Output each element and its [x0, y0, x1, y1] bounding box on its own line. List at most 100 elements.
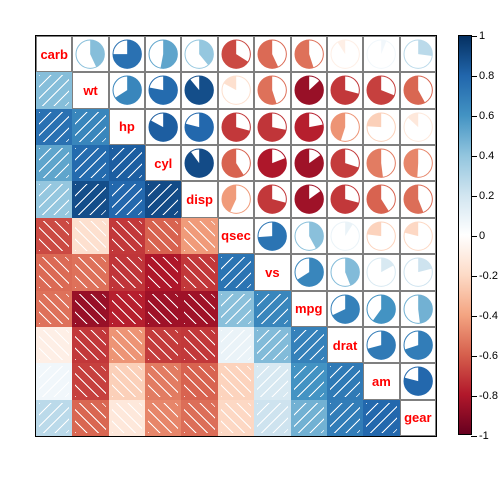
shade-cell — [72, 218, 108, 254]
pie-cell — [400, 109, 436, 145]
shade-cell — [291, 400, 327, 436]
shade-cell — [145, 181, 181, 217]
pie-cell — [291, 218, 327, 254]
pie-cell — [400, 36, 436, 72]
shade-cell — [36, 181, 72, 217]
pie-cell — [363, 218, 399, 254]
shade-cell — [181, 254, 217, 290]
pie-cell — [181, 109, 217, 145]
shade-cell — [36, 109, 72, 145]
shade-cell — [109, 327, 145, 363]
pie-cell — [291, 36, 327, 72]
colorbar-label: -0.6 — [471, 350, 498, 362]
diag-label-hp: hp — [109, 109, 145, 145]
shade-cell — [72, 254, 108, 290]
pie-cell — [291, 109, 327, 145]
pie-cell — [181, 145, 217, 181]
shade-cell — [145, 327, 181, 363]
shade-cell — [327, 363, 363, 399]
pie-cell — [218, 181, 254, 217]
pie-cell — [218, 109, 254, 145]
shade-cell — [72, 109, 108, 145]
pie-cell — [327, 291, 363, 327]
shade-cell — [72, 400, 108, 436]
diag-label-wt: wt — [72, 72, 108, 108]
colorbar-label: 0.2 — [471, 190, 494, 202]
diag-label-disp: disp — [181, 181, 217, 217]
pie-cell — [400, 72, 436, 108]
shade-cell — [109, 400, 145, 436]
shade-cell — [72, 181, 108, 217]
colorbar-label: 0.8 — [471, 70, 494, 82]
pie-cell — [327, 72, 363, 108]
shade-cell — [291, 327, 327, 363]
colorbar-label: 0 — [471, 230, 485, 242]
pie-cell — [291, 145, 327, 181]
shade-cell — [109, 363, 145, 399]
pie-cell — [109, 72, 145, 108]
pie-cell — [327, 218, 363, 254]
colorbar-label: -0.4 — [471, 310, 498, 322]
correlation-plot: carb wt — [35, 35, 437, 437]
shade-cell — [254, 291, 290, 327]
pie-cell — [291, 254, 327, 290]
pie-cell — [181, 72, 217, 108]
pie-cell — [254, 36, 290, 72]
colorbar-label: 0.4 — [471, 150, 494, 162]
shade-cell — [109, 145, 145, 181]
pie-cell — [109, 36, 145, 72]
shade-cell — [36, 218, 72, 254]
shade-cell — [181, 363, 217, 399]
pie-cell — [72, 36, 108, 72]
diag-label-drat: drat — [327, 327, 363, 363]
shade-cell — [218, 400, 254, 436]
shade-cell — [145, 400, 181, 436]
shade-cell — [36, 72, 72, 108]
pie-cell — [400, 363, 436, 399]
shade-cell — [72, 327, 108, 363]
shade-cell — [363, 400, 399, 436]
pie-cell — [363, 109, 399, 145]
pie-cell — [145, 36, 181, 72]
pie-cell — [363, 181, 399, 217]
colorbar: 10.80.60.40.20-0.2-0.4-0.6-0.8-1 — [458, 35, 472, 435]
shade-cell — [36, 291, 72, 327]
shade-cell — [181, 291, 217, 327]
diag-label-vs: vs — [254, 254, 290, 290]
pie-cell — [400, 145, 436, 181]
colorbar-label: -0.2 — [471, 270, 498, 282]
shade-cell — [181, 218, 217, 254]
diag-label-qsec: qsec — [218, 218, 254, 254]
pie-cell — [400, 218, 436, 254]
shade-cell — [327, 400, 363, 436]
pie-cell — [218, 145, 254, 181]
shade-cell — [145, 291, 181, 327]
pie-cell — [327, 181, 363, 217]
pie-cell — [181, 36, 217, 72]
shade-cell — [72, 145, 108, 181]
pie-cell — [218, 72, 254, 108]
shade-cell — [218, 291, 254, 327]
shade-cell — [72, 291, 108, 327]
pie-cell — [327, 36, 363, 72]
shade-cell — [254, 363, 290, 399]
diag-label-mpg: mpg — [291, 291, 327, 327]
colorbar-label: -1 — [471, 430, 489, 442]
shade-cell — [254, 400, 290, 436]
colorbar-label: 0.6 — [471, 110, 494, 122]
colorbar-label: 1 — [471, 30, 485, 42]
shade-cell — [218, 254, 254, 290]
shade-cell — [36, 145, 72, 181]
diag-label-cyl: cyl — [145, 145, 181, 181]
shade-cell — [218, 327, 254, 363]
pie-cell — [291, 181, 327, 217]
pie-cell — [400, 327, 436, 363]
shade-cell — [145, 363, 181, 399]
pie-cell — [254, 181, 290, 217]
shade-cell — [36, 254, 72, 290]
pie-cell — [363, 291, 399, 327]
pie-cell — [363, 145, 399, 181]
shade-cell — [109, 181, 145, 217]
pie-cell — [327, 145, 363, 181]
pie-cell — [400, 291, 436, 327]
